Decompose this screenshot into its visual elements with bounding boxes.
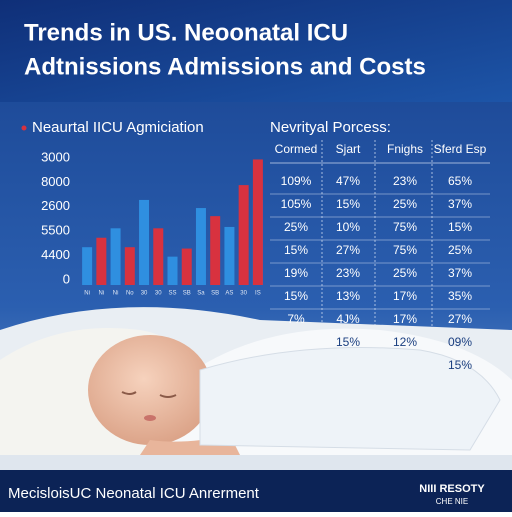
bar bbox=[139, 199, 150, 285]
column-header: Fnighs bbox=[387, 142, 423, 156]
logo-text: CHE NIE bbox=[436, 497, 468, 506]
y-axis-label: 4400 bbox=[41, 247, 70, 262]
y-axis-label: 8000 bbox=[41, 174, 70, 189]
table-cell: 75% bbox=[393, 243, 417, 257]
table-cell: 15% bbox=[448, 220, 472, 234]
x-tick-label: SB bbox=[211, 291, 219, 297]
x-tick-label: Ni bbox=[99, 291, 105, 297]
table-title: Nevrityal Porcess: bbox=[270, 119, 391, 136]
table-cell: 13% bbox=[336, 289, 360, 303]
table-cell: 10% bbox=[336, 220, 360, 234]
x-tick-label: 30 bbox=[240, 291, 247, 297]
bar bbox=[96, 237, 107, 285]
bar bbox=[124, 247, 135, 285]
table-cell: 27% bbox=[448, 312, 472, 326]
table-cell: 23% bbox=[336, 266, 360, 280]
table-cell: 75% bbox=[393, 220, 417, 234]
table-cell: 17% bbox=[393, 312, 417, 326]
table-cell: 25% bbox=[393, 266, 417, 280]
table-cell: 15% bbox=[284, 243, 308, 257]
table-cell: 25% bbox=[284, 220, 308, 234]
table-cell: 35% bbox=[448, 289, 472, 303]
bar bbox=[238, 185, 249, 285]
table-cell: 37% bbox=[448, 266, 472, 280]
y-axis-label: 5500 bbox=[41, 223, 70, 238]
table-cell: 47% bbox=[336, 174, 360, 188]
bar bbox=[110, 228, 121, 285]
table-cell: 25% bbox=[393, 197, 417, 211]
x-tick-label: No bbox=[126, 291, 134, 297]
title-line: Adtnissions Admissions and Costs bbox=[24, 53, 426, 80]
footer-text: MecisloisUC Neonatal ICU Anrerment bbox=[8, 485, 260, 502]
bar bbox=[252, 159, 263, 285]
table-cell: 4J% bbox=[336, 312, 360, 326]
table-cell: 25% bbox=[448, 243, 472, 257]
table-cell: 17% bbox=[393, 289, 417, 303]
bar bbox=[210, 216, 221, 285]
x-tick-label: Sa bbox=[197, 291, 205, 297]
table-cell: 109% bbox=[281, 174, 312, 188]
column-header: Sferd Esp bbox=[434, 142, 487, 156]
title-line: Trends in US. Neoonatal ICU bbox=[24, 19, 348, 46]
bar bbox=[181, 248, 192, 285]
chart-title: Neaurtal IICU Agmiciation bbox=[32, 119, 204, 136]
y-axis-label: 2600 bbox=[41, 198, 70, 213]
bar bbox=[224, 226, 235, 285]
table-cell: 65% bbox=[448, 174, 472, 188]
legend-dot bbox=[21, 125, 27, 131]
column-header: Cormed bbox=[275, 142, 318, 156]
table-cell: 19% bbox=[284, 266, 308, 280]
table-cell: 15% bbox=[448, 358, 472, 372]
table-cell: 37% bbox=[448, 197, 472, 211]
y-axis-label: 0 bbox=[63, 271, 70, 286]
x-tick-label: SS bbox=[168, 291, 176, 297]
x-tick-label: SB bbox=[183, 291, 191, 297]
table-cell: 15% bbox=[284, 289, 308, 303]
header-band bbox=[0, 0, 512, 102]
x-tick-label: AS bbox=[225, 291, 233, 297]
table-cell: 15% bbox=[336, 197, 360, 211]
table-cell: 15% bbox=[336, 335, 360, 349]
x-tick-label: IS bbox=[255, 291, 261, 297]
bar bbox=[195, 208, 206, 285]
baby-photo bbox=[0, 307, 512, 470]
bar bbox=[82, 247, 93, 285]
x-tick-label: 30 bbox=[155, 291, 162, 297]
table-cell: 09% bbox=[448, 335, 472, 349]
footer-band bbox=[0, 470, 512, 512]
bar bbox=[153, 228, 164, 285]
x-tick-label: Ni bbox=[84, 291, 90, 297]
table-cell: 7% bbox=[287, 312, 305, 326]
bar bbox=[167, 256, 178, 285]
column-header: Sjart bbox=[336, 142, 361, 156]
x-tick-label: Ni bbox=[113, 291, 119, 297]
logo-text: NIII RESOTY bbox=[419, 483, 485, 495]
x-tick-label: 30 bbox=[141, 291, 148, 297]
table-cell: 105% bbox=[281, 197, 312, 211]
table-cell: 27% bbox=[336, 243, 360, 257]
table-cell: 12% bbox=[393, 335, 417, 349]
y-axis-label: 3000 bbox=[41, 149, 70, 164]
table-cell: 23% bbox=[393, 174, 417, 188]
